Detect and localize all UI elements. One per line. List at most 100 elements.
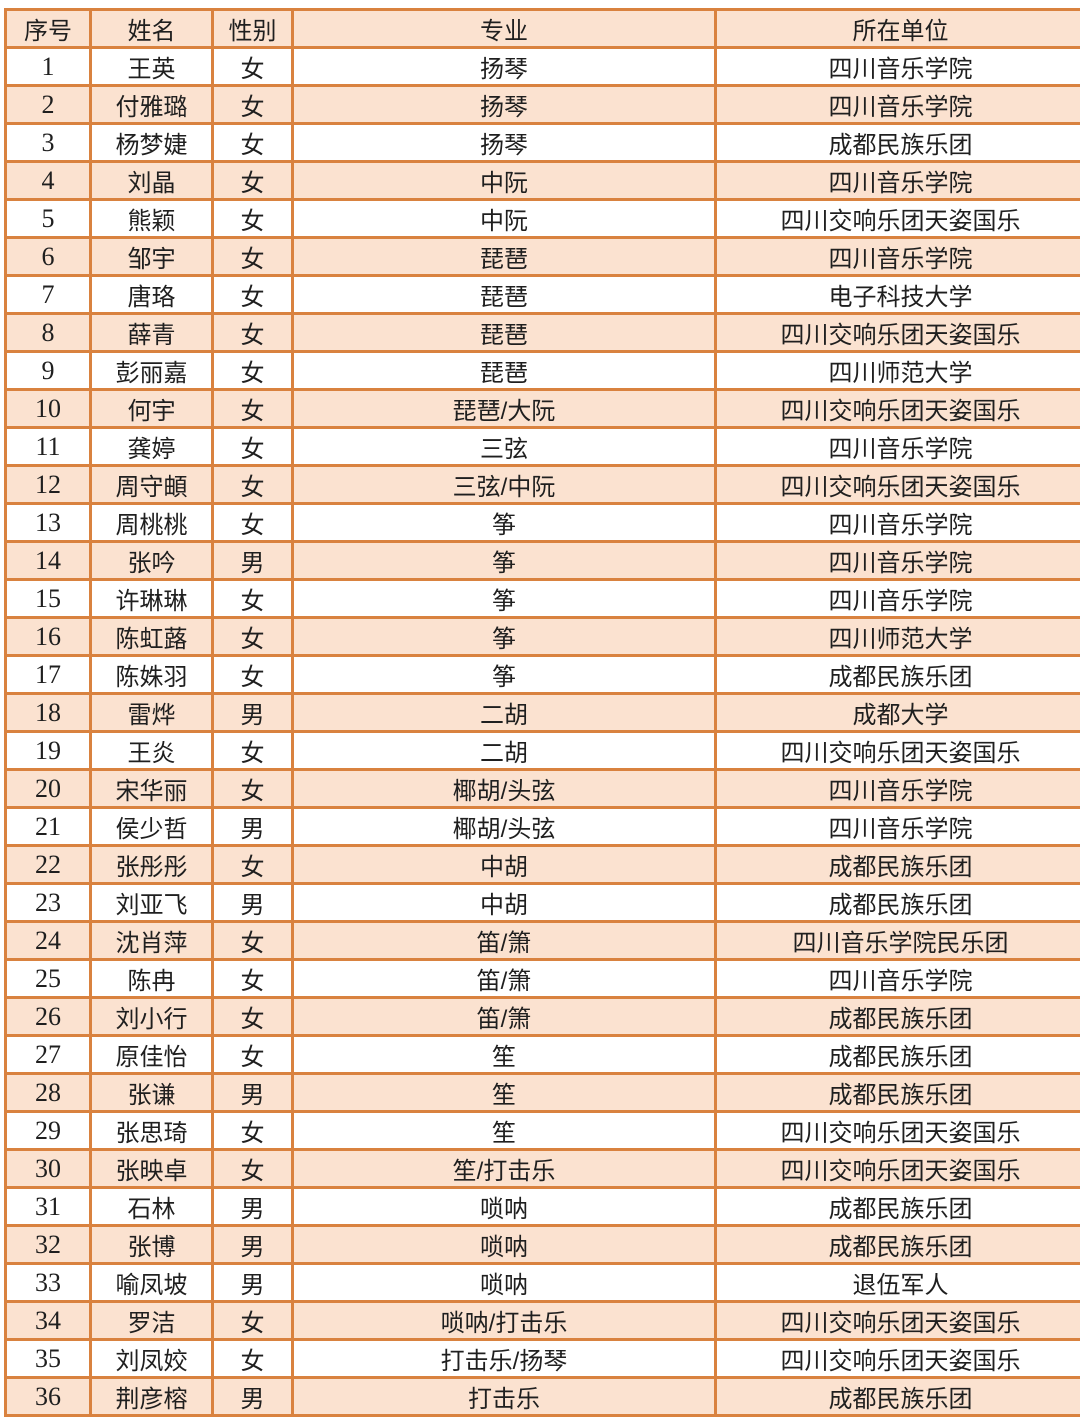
cell-gender: 女 <box>213 352 293 390</box>
cell-seq: 5 <box>6 200 91 238</box>
cell-gender: 女 <box>213 960 293 998</box>
cell-name: 原佳怡 <box>91 1036 213 1074</box>
cell-name: 龚婷 <box>91 428 213 466</box>
cell-name: 张映卓 <box>91 1150 213 1188</box>
cell-unit: 四川师范大学 <box>716 352 1080 390</box>
cell-gender: 女 <box>213 124 293 162</box>
cell-gender: 女 <box>213 86 293 124</box>
cell-name: 陈虹蕗 <box>91 618 213 656</box>
cell-unit: 四川音乐学院 <box>716 48 1080 86</box>
col-name: 姓名 <box>91 10 213 48</box>
cell-seq: 19 <box>6 732 91 770</box>
cell-unit: 成都民族乐团 <box>716 1036 1080 1074</box>
cell-unit: 成都民族乐团 <box>716 1188 1080 1226</box>
cell-gender: 女 <box>213 390 293 428</box>
cell-name: 彭丽嘉 <box>91 352 213 390</box>
cell-unit: 四川师范大学 <box>716 618 1080 656</box>
cell-gender: 男 <box>213 1378 293 1416</box>
cell-seq: 26 <box>6 998 91 1036</box>
cell-name: 张彤彤 <box>91 846 213 884</box>
cell-seq: 30 <box>6 1150 91 1188</box>
cell-major: 琵琶 <box>293 314 716 352</box>
cell-seq: 8 <box>6 314 91 352</box>
cell-name: 喻凤坡 <box>91 1264 213 1302</box>
cell-seq: 7 <box>6 276 91 314</box>
cell-major: 琵琶/大阮 <box>293 390 716 428</box>
cell-unit: 四川音乐学院 <box>716 86 1080 124</box>
cell-major: 筝 <box>293 542 716 580</box>
col-unit: 所在单位 <box>716 10 1080 48</box>
cell-gender: 女 <box>213 580 293 618</box>
cell-seq: 11 <box>6 428 91 466</box>
cell-gender: 男 <box>213 808 293 846</box>
cell-name: 邹宇 <box>91 238 213 276</box>
cell-major: 笛/箫 <box>293 960 716 998</box>
cell-gender: 女 <box>213 1112 293 1150</box>
cell-gender: 女 <box>213 1150 293 1188</box>
cell-name: 侯少哲 <box>91 808 213 846</box>
cell-name: 张博 <box>91 1226 213 1264</box>
cell-seq: 36 <box>6 1378 91 1416</box>
cell-name: 罗洁 <box>91 1302 213 1340</box>
cell-major: 三弦/中阮 <box>293 466 716 504</box>
cell-name: 沈肖萍 <box>91 922 213 960</box>
cell-name: 唐珞 <box>91 276 213 314</box>
table-header: 序号 姓名 性别 专业 所在单位 <box>6 10 1080 48</box>
cell-major: 二胡 <box>293 694 716 732</box>
cell-major: 笙/打击乐 <box>293 1150 716 1188</box>
cell-name: 雷烨 <box>91 694 213 732</box>
cell-seq: 35 <box>6 1340 91 1378</box>
cell-major: 椰胡/头弦 <box>293 770 716 808</box>
cell-unit: 四川音乐学院 <box>716 504 1080 542</box>
cell-major: 扬琴 <box>293 86 716 124</box>
col-seq: 序号 <box>6 10 91 48</box>
cell-name: 陈冉 <box>91 960 213 998</box>
cell-gender: 女 <box>213 200 293 238</box>
cell-major: 笙 <box>293 1074 716 1112</box>
cell-name: 杨梦婕 <box>91 124 213 162</box>
cell-gender: 男 <box>213 1226 293 1264</box>
cell-gender: 男 <box>213 1074 293 1112</box>
cell-seq: 12 <box>6 466 91 504</box>
cell-unit: 四川音乐学院 <box>716 960 1080 998</box>
cell-major: 笛/箫 <box>293 998 716 1036</box>
col-gender: 性别 <box>213 10 293 48</box>
cell-gender: 女 <box>213 428 293 466</box>
cell-name: 石林 <box>91 1188 213 1226</box>
cell-unit: 四川交响乐团天姿国乐 <box>716 732 1080 770</box>
cell-seq: 15 <box>6 580 91 618</box>
cell-name: 许琳琳 <box>91 580 213 618</box>
cell-seq: 34 <box>6 1302 91 1340</box>
cell-gender: 女 <box>213 1340 293 1378</box>
cell-major: 琵琶 <box>293 352 716 390</box>
cell-gender: 男 <box>213 884 293 922</box>
cell-seq: 16 <box>6 618 91 656</box>
cell-unit: 成都民族乐团 <box>716 1226 1080 1264</box>
cell-gender: 男 <box>213 1188 293 1226</box>
cell-unit: 四川交响乐团天姿国乐 <box>716 466 1080 504</box>
cell-unit: 四川音乐学院 <box>716 808 1080 846</box>
cell-gender: 女 <box>213 504 293 542</box>
cell-major: 笛/箫 <box>293 922 716 960</box>
cell-name: 陈姝羽 <box>91 656 213 694</box>
cell-unit: 成都民族乐团 <box>716 884 1080 922</box>
cell-seq: 23 <box>6 884 91 922</box>
